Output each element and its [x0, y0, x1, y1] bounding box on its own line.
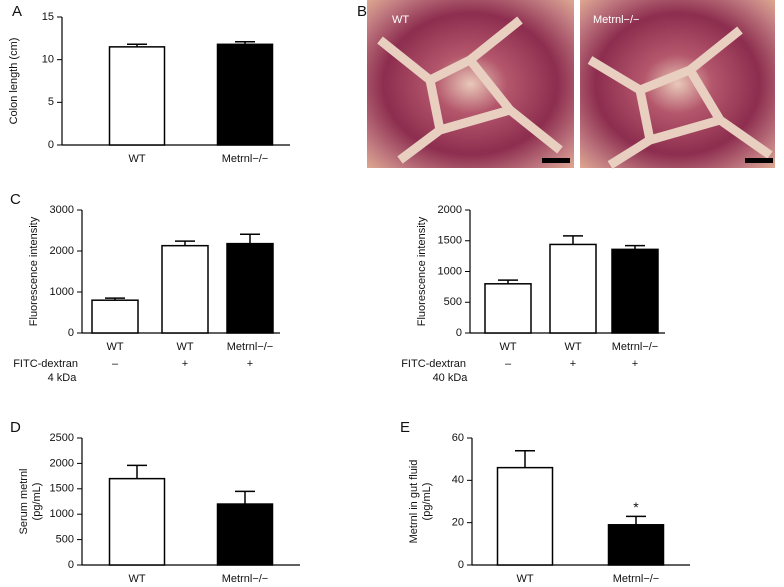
y-tick-label: 5 [48, 96, 54, 108]
treatment-size: 40 kDa [433, 372, 469, 384]
bar [226, 242, 274, 334]
bar [161, 244, 209, 334]
bar [484, 283, 532, 334]
y-tick-label: 40 [452, 474, 464, 486]
histology-wt: WT [367, 0, 574, 168]
x-tick-label: Metrnl−/− [227, 341, 273, 353]
y-tick-label: 0 [68, 327, 74, 339]
x-tick-label: Metrnl−/− [222, 153, 268, 165]
error-bar [626, 515, 646, 525]
error-bar [240, 233, 260, 244]
y-axis-label: Metrnl in gut fluid [408, 460, 420, 544]
x-tick-label: WT [176, 341, 193, 353]
treatment-sign: – [112, 358, 119, 370]
y-tick-label: 2500 [50, 432, 74, 444]
bar [611, 248, 659, 334]
y-tick-label: 10 [42, 54, 54, 66]
significance: * [633, 499, 639, 515]
y-tick-label: 0 [48, 139, 54, 151]
y-tick-label: 1000 [50, 286, 74, 298]
error-bar [175, 240, 195, 246]
y-tick-label: 15 [42, 11, 54, 23]
error-bar [235, 490, 255, 505]
bar [216, 43, 274, 146]
x-tick-label: WT [128, 573, 145, 585]
bar [216, 503, 274, 566]
y-tick-label: 0 [68, 559, 74, 571]
y-tick-label: 1500 [438, 235, 462, 247]
y-tick-label: 1000 [50, 508, 74, 520]
y-axis-label: (pg/mL) [421, 483, 433, 521]
bar [549, 243, 597, 334]
treatment-label: FITC-dextran [401, 358, 466, 370]
treatment-sign: – [505, 358, 512, 370]
bar [607, 524, 665, 566]
panel-label: C [10, 191, 21, 208]
y-tick-label: 60 [452, 432, 464, 444]
y-axis-label: Fluorescence intensity [416, 216, 428, 326]
y-tick-label: 500 [444, 296, 462, 308]
treatment-sign: + [632, 358, 638, 370]
x-tick-label: WT [516, 573, 533, 585]
x-tick-label: WT [564, 341, 581, 353]
y-tick-label: 0 [456, 327, 462, 339]
treatment-size: 4 kDa [48, 372, 78, 384]
panel-label: B [357, 3, 367, 20]
error-bar [127, 464, 147, 479]
x-tick-label: Metrnl−/− [612, 341, 658, 353]
y-tick-label: 1500 [50, 483, 74, 495]
bar [108, 46, 166, 146]
treatment-sign: + [182, 358, 188, 370]
panel-label: A [12, 3, 22, 20]
bar [91, 299, 139, 334]
treatment-sign: + [247, 358, 253, 370]
y-tick-label: 0 [458, 559, 464, 571]
y-axis-label: (pg/mL) [31, 483, 43, 521]
histology-ko: Metrnl−/− [580, 0, 775, 169]
error-bar [515, 449, 535, 468]
x-tick-label: WT [106, 341, 123, 353]
treatment-sign: + [570, 358, 576, 370]
x-tick-label: WT [499, 341, 516, 353]
panel-label: E [400, 419, 410, 436]
y-tick-label: 2000 [50, 245, 74, 257]
x-tick-label: Metrnl−/− [222, 573, 268, 585]
y-tick-label: 1000 [438, 265, 462, 277]
x-tick-label: Metrnl−/− [613, 573, 659, 585]
x-tick-label: WT [128, 153, 145, 165]
y-tick-label: 500 [56, 534, 74, 546]
y-tick-label: 2000 [50, 457, 74, 469]
y-axis-label: Colon length (cm) [8, 38, 20, 125]
y-tick-label: 2000 [438, 204, 462, 216]
image-label: WT [392, 14, 409, 26]
error-bar [563, 235, 583, 245]
y-tick-label: 20 [452, 517, 464, 529]
y-axis-label: Fluorescence intensity [28, 216, 40, 326]
panel-label: D [10, 419, 21, 436]
bar [108, 477, 166, 566]
treatment-label: FITC-dextran [13, 358, 78, 370]
bar [496, 466, 554, 566]
y-tick-label: 3000 [50, 204, 74, 216]
image-label: Metrnl−/− [593, 14, 639, 26]
y-axis-label: Serum metrnl [18, 468, 30, 534]
